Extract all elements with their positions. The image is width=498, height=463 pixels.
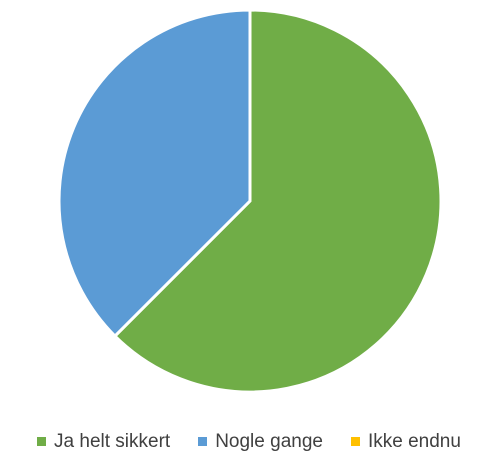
legend-label: Nogle gange (215, 430, 323, 452)
legend-item-ja-helt-sikkert: Ja helt sikkert (37, 432, 170, 451)
legend-label: Ikke endnu (367, 430, 461, 452)
legend-swatch-ikke-endnu (350, 436, 360, 446)
pie-slice-ja-helt-sikkert (113, 8, 443, 394)
pie-slices (57, 8, 443, 394)
legend-item-ikke-endnu: Ikke endnu (350, 430, 461, 452)
legend: Ja helt sikkert Nogle gange Ikke endnu (0, 426, 498, 456)
legend-label: Ja helt sikkert (54, 430, 171, 452)
pie-slice-nogle-gange (57, 8, 252, 338)
legend-item-nogle-gange: Nogle gange (198, 432, 323, 451)
legend-swatch-ja-helt-sikkert (37, 436, 47, 446)
legend-swatch-nogle-gange (198, 436, 208, 446)
